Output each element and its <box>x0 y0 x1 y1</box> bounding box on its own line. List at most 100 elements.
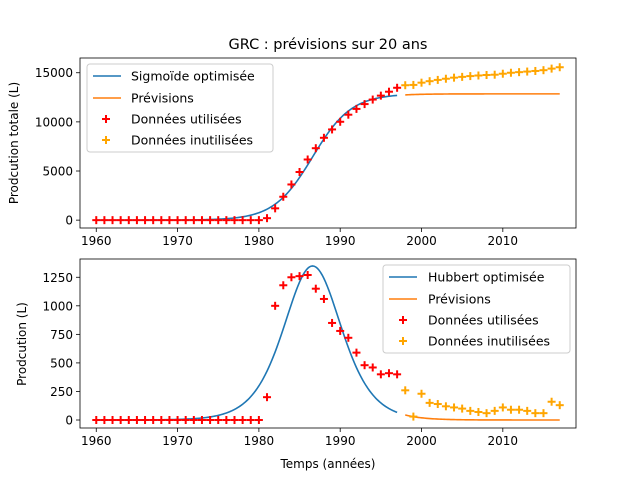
data-point-0-2-2 <box>108 216 117 225</box>
ticks-bottom: 1960 1970 1980 1990 2000 2010 0 250 500 750 1000 12… <box>42 271 518 448</box>
data-point-1-3-9 <box>474 408 483 417</box>
data-point-0-2-25 <box>295 167 304 176</box>
data-point-1-2-35 <box>376 370 385 379</box>
data-point-0-3-15 <box>523 67 532 76</box>
data-point-0-2-34 <box>368 95 377 104</box>
data-point-1-3-0 <box>401 386 410 395</box>
data-point-0-2-18 <box>238 216 247 225</box>
data-point-0-2-0 <box>92 216 101 225</box>
data-point-1-2-20 <box>254 416 263 425</box>
legend-label-sigmoid: Sigmoïde optimisée <box>131 69 255 84</box>
data-point-0-3-7 <box>458 72 467 81</box>
legend-swatch-unused-bottom <box>399 337 407 345</box>
data-point-1-2-5 <box>132 416 141 425</box>
data-point-0-3-6 <box>450 73 459 82</box>
data-point-0-2-3 <box>116 216 125 225</box>
data-point-1-3-19 <box>555 401 564 410</box>
subplot-top: GRC : prévisions sur 20 ans Prodcution t… <box>7 37 577 248</box>
chart-title: GRC : prévisions sur 20 ans <box>228 37 427 53</box>
y-tick-label: 0 <box>65 414 73 428</box>
data-point-0-2-1 <box>100 216 109 225</box>
data-point-0-3-16 <box>531 66 540 75</box>
x-tick-label: 1970 <box>162 234 193 248</box>
data-point-1-2-13 <box>197 416 206 425</box>
data-point-0-2-7 <box>149 216 158 225</box>
data-point-1-2-30 <box>336 326 345 335</box>
data-point-0-2-13 <box>197 216 206 225</box>
data-point-0-2-22 <box>271 204 280 213</box>
data-point-1-3-6 <box>450 403 459 412</box>
x-tick-label: 1970 <box>162 434 193 448</box>
data-point-1-2-25 <box>295 272 304 281</box>
data-point-1-3-17 <box>539 409 548 418</box>
data-point-0-2-36 <box>384 87 393 96</box>
data-point-1-2-16 <box>222 416 231 425</box>
data-point-0-2-20 <box>254 216 263 225</box>
data-point-0-2-19 <box>246 216 255 225</box>
data-point-1-2-32 <box>352 348 361 357</box>
x-tick-label: 2010 <box>488 434 519 448</box>
data-point-0-3-0 <box>401 81 410 90</box>
data-point-1-2-9 <box>165 416 174 425</box>
y-tick-label: 750 <box>50 328 73 342</box>
plot-area-top <box>92 63 564 225</box>
data-point-0-3-3 <box>425 77 434 86</box>
y-tick-label: 10000 <box>35 115 73 129</box>
data-point-0-3-12 <box>498 69 507 78</box>
data-point-0-3-10 <box>482 71 491 79</box>
legend-label-forecast-top: Prévisions <box>131 91 194 106</box>
series-line-1-0 <box>96 265 398 421</box>
data-point-1-2-7 <box>149 416 158 425</box>
data-point-0-3-13 <box>506 68 515 77</box>
legend-top: Sigmoïde optimisée Prévisions Données ut… <box>86 63 274 153</box>
data-point-1-2-19 <box>246 416 255 425</box>
data-point-0-3-1 <box>409 80 418 89</box>
data-point-0-2-37 <box>393 83 402 92</box>
data-point-1-3-5 <box>441 402 450 411</box>
plot-area-bottom <box>92 265 564 425</box>
legend-frame-top <box>86 63 274 153</box>
data-point-0-2-32 <box>352 104 361 113</box>
data-point-1-2-3 <box>116 416 125 425</box>
x-tick-label: 1960 <box>81 434 112 448</box>
data-point-1-2-6 <box>141 416 150 425</box>
axes-frame-bottom <box>79 258 577 429</box>
data-point-1-2-36 <box>384 369 393 378</box>
data-point-1-2-31 <box>344 333 353 342</box>
data-point-1-2-22 <box>271 301 280 310</box>
data-point-1-2-27 <box>311 284 320 293</box>
legend-label-used-top: Données utilisées <box>131 112 242 127</box>
x-tick-label: 1980 <box>244 434 275 448</box>
data-point-0-2-23 <box>279 192 288 201</box>
x-tick-label: 1990 <box>325 234 356 248</box>
data-point-0-2-16 <box>222 216 231 225</box>
data-point-1-2-24 <box>287 273 296 282</box>
data-point-1-2-8 <box>157 416 166 425</box>
data-point-1-3-8 <box>466 406 475 415</box>
data-point-1-3-13 <box>506 405 515 414</box>
data-point-0-2-8 <box>157 216 166 225</box>
data-point-0-3-14 <box>515 68 524 77</box>
legend-label-used-bottom: Données utilisées <box>428 313 539 328</box>
x-axis-title: Temps (années) <box>280 457 376 471</box>
y-tick-label: 250 <box>50 385 73 399</box>
subplot-bottom: Prodcution (L) Temps (années) 1960 1970 19… <box>15 258 577 471</box>
data-point-0-2-12 <box>189 216 198 225</box>
data-point-1-2-10 <box>173 416 182 425</box>
data-point-1-2-34 <box>368 363 377 372</box>
data-point-0-2-14 <box>206 216 215 225</box>
y-tick-label: 1000 <box>42 299 73 313</box>
data-point-1-2-12 <box>189 416 198 425</box>
data-point-0-2-21 <box>263 214 272 223</box>
y-tick-label: 0 <box>65 214 73 228</box>
data-point-0-2-6 <box>141 216 150 225</box>
legend-label-unused-top: Données inutilisées <box>131 133 253 148</box>
data-point-0-3-11 <box>490 70 499 79</box>
data-point-0-2-33 <box>360 100 369 109</box>
data-point-1-3-1 <box>409 412 418 421</box>
data-point-0-3-5 <box>441 74 450 83</box>
data-point-0-2-28 <box>319 133 328 142</box>
legend-bottom: Hubbert optimisée Prévisions Données uti… <box>382 264 571 354</box>
data-point-0-2-31 <box>344 110 353 119</box>
